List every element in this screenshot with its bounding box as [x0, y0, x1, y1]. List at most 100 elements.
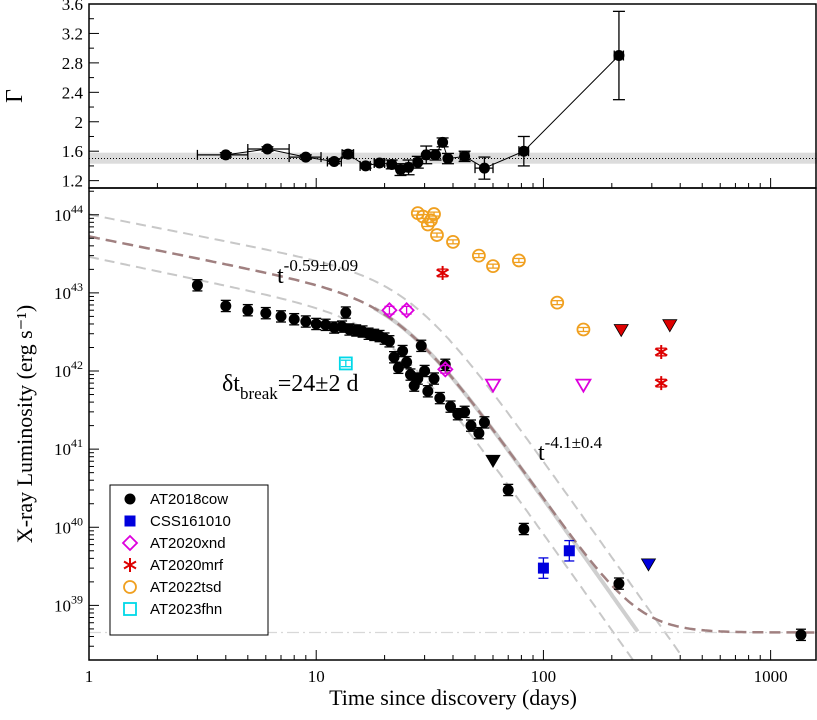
data-point	[300, 316, 312, 328]
early-slope-annotation: t-0.59±0.09	[277, 256, 358, 289]
photon-index-point	[403, 161, 415, 173]
data-point	[412, 373, 424, 385]
data-point	[220, 300, 232, 312]
series-at2020xnd	[381, 301, 454, 378]
data-point	[434, 392, 446, 404]
x-tick-label: 10	[308, 667, 325, 686]
data-point	[436, 265, 450, 280]
data-point	[392, 362, 404, 374]
data-point	[430, 228, 444, 242]
early-slope-exponent: -0.59±0.09	[284, 256, 359, 275]
data-point	[478, 416, 490, 428]
data-point	[427, 207, 441, 221]
tick-exponent: 40	[71, 514, 83, 528]
legend-marker	[121, 534, 139, 552]
data-point	[485, 454, 501, 469]
data-point	[502, 484, 514, 496]
break-symbol: δt	[222, 371, 240, 397]
data-point	[654, 376, 668, 391]
data-point	[511, 253, 526, 268]
data-point	[654, 345, 668, 360]
legend-label: AT2020xnd	[150, 535, 226, 552]
data-point	[388, 351, 400, 363]
bottom-panel-frame	[88, 187, 817, 661]
data-point	[338, 356, 353, 371]
data-point	[445, 401, 457, 413]
tick-base: 10	[54, 362, 71, 381]
top-y-tick-label: 2	[75, 113, 84, 132]
data-point	[446, 234, 460, 249]
tick-base: 10	[54, 440, 71, 459]
photon-index-point	[437, 136, 449, 148]
series-at2022tsd	[410, 206, 591, 337]
top-y-tick-label: 1.6	[62, 142, 83, 161]
data-point	[576, 322, 591, 337]
break-time-annotation: δtbreak=24±2 d	[222, 371, 358, 403]
photon-index-point	[459, 150, 471, 162]
legend-label: CSS161010	[150, 513, 231, 530]
late-power-law-line	[373, 306, 640, 633]
data-point	[662, 319, 678, 333]
photon-index-point	[386, 158, 398, 170]
photon-index-point	[300, 151, 312, 163]
data-point	[428, 373, 440, 385]
photon-index-point	[412, 156, 424, 168]
data-point	[401, 356, 413, 368]
broken-power-law-fit	[89, 235, 817, 634]
data-point	[191, 279, 203, 291]
photon-index-point	[328, 156, 340, 168]
tick-exponent: 42	[71, 358, 83, 372]
photon-index-point	[261, 143, 273, 155]
luminosity-axis-label: X-ray Luminosity (erg s⁻¹)	[12, 305, 37, 543]
data-point	[419, 365, 431, 377]
legend-marker	[124, 515, 136, 527]
tick-base: 10	[54, 518, 71, 537]
asterisk-stroke	[654, 378, 668, 388]
photon-index-point	[420, 149, 432, 161]
break-subscript: break	[240, 384, 278, 403]
luminosity-data	[191, 206, 807, 642]
data-point	[310, 318, 322, 330]
photon-index-point	[442, 153, 454, 165]
photon-index-point	[430, 149, 442, 161]
data-point	[383, 335, 395, 347]
series-css161010	[537, 539, 575, 579]
data-point	[465, 420, 477, 432]
data-point	[422, 385, 434, 397]
data-point	[563, 545, 575, 557]
legend-marker	[124, 493, 136, 505]
data-point	[613, 324, 629, 338]
data-point	[397, 345, 409, 357]
series-at2020mrf-upper-limits	[613, 319, 678, 338]
asterisk-stroke	[654, 347, 668, 357]
data-point	[381, 301, 398, 319]
bottom-y-tick-label: 1043	[54, 280, 83, 303]
data-point	[260, 307, 272, 319]
photon-index-axis-label: Γ	[2, 89, 28, 103]
upper-confidence-bound	[89, 213, 682, 655]
series-at2018cow	[191, 279, 807, 642]
legend: AT2018cow CSS161010 AT2020xnd AT2020mrf AT20…	[109, 484, 269, 636]
photon-index-point	[342, 148, 354, 160]
bottom-y-tick-label: 1044	[54, 202, 83, 225]
data-point	[471, 248, 486, 263]
bottom-y-tick-label: 1042	[54, 358, 83, 381]
photon-index-point	[360, 160, 372, 172]
tick-exponent: 39	[71, 592, 83, 606]
data-point	[415, 340, 427, 352]
data-point	[640, 558, 657, 572]
series-at2020xnd-upper-limits	[484, 378, 592, 394]
bottom-y-tick-label: 1041	[54, 436, 83, 459]
data-point	[320, 319, 332, 331]
data-point	[486, 259, 500, 274]
x-tick-label: 100	[531, 667, 557, 686]
data-point	[795, 629, 807, 641]
data-point	[340, 307, 352, 319]
top-y-tick-label: 3.6	[62, 0, 83, 14]
x-tick-label: 1	[85, 667, 94, 686]
data-point	[613, 578, 625, 590]
asterisk-stroke	[436, 268, 450, 278]
top-y-tick-label: 3.2	[62, 24, 83, 43]
